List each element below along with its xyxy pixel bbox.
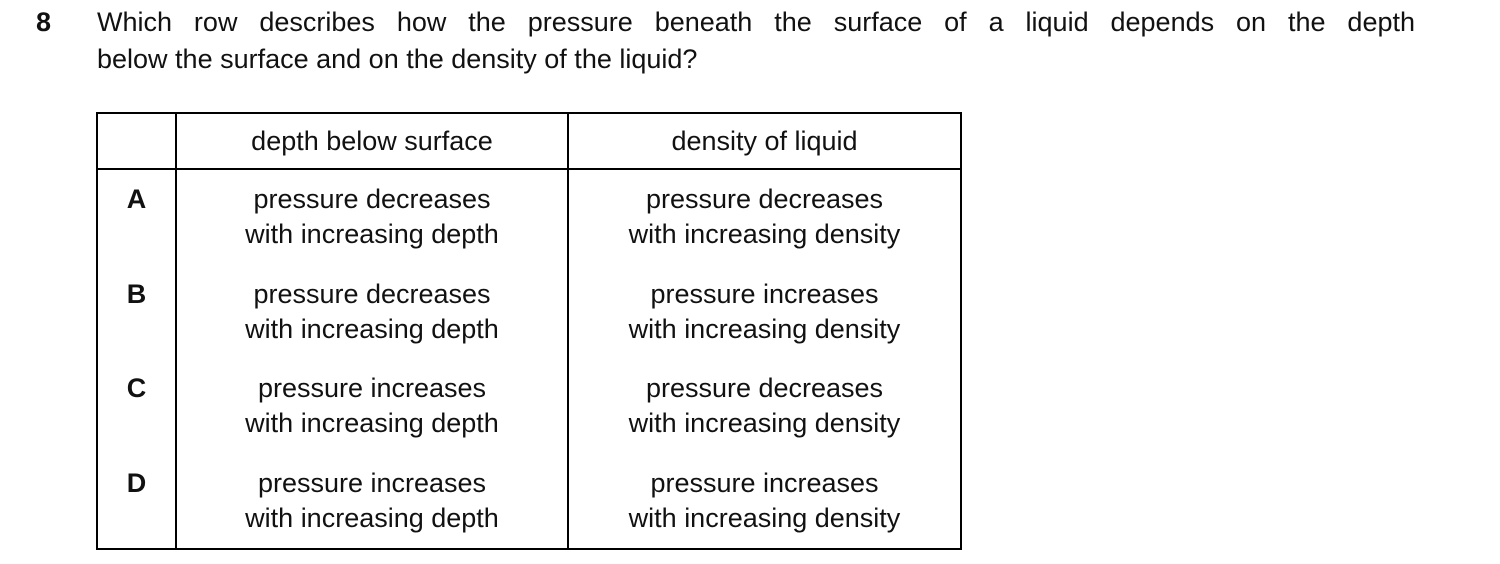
cell-line: pressure increases <box>650 278 879 309</box>
table-cell: pressure increases with increasing depth <box>175 359 569 454</box>
header-cell: depth below surface <box>175 112 569 170</box>
table-cell: pressure decreases with increasing densit… <box>567 169 962 265</box>
cell-line: pressure increases <box>650 467 879 498</box>
cell-line: pressure decreases <box>645 184 884 214</box>
cell-line: pressure increases <box>257 373 487 403</box>
row-label: B <box>96 264 177 359</box>
question-line: Which row describes how the pressure ben… <box>97 7 1415 37</box>
header-row: depth below surface density of liquid <box>96 112 962 170</box>
question-line: below the surface and on the density of … <box>97 44 698 74</box>
cell-line: pressure increases <box>257 467 487 498</box>
cell-line: with increasing depth <box>245 502 499 533</box>
table-cell: pressure decreases with increasing depth <box>175 264 569 359</box>
table-cell: pressure increases with increasing densit… <box>567 264 962 359</box>
question-text: Which row describes how the pressure ben… <box>97 4 1415 78</box>
cell-line: pressure decreases <box>253 278 491 309</box>
row-label: A <box>96 169 177 265</box>
cell-line: pressure decreases <box>253 184 491 214</box>
table-cell: pressure increases with increasing depth <box>175 453 569 550</box>
row-label: C <box>96 359 177 454</box>
table-cell: pressure decreases with increasing depth <box>175 169 569 265</box>
cell-line: with increasing density <box>628 219 901 249</box>
cell-line: with increasing density <box>628 313 901 344</box>
cell-line: with increasing depth <box>245 408 499 438</box>
cell-line: with increasing density <box>628 408 901 438</box>
table-cell: pressure decreases with increasing densit… <box>567 359 962 454</box>
cell-line: with increasing depth <box>245 313 499 344</box>
question-number: 8 <box>36 7 52 37</box>
row-label: D <box>96 453 177 550</box>
cell-line: with increasing depth <box>245 219 499 249</box>
cell-line: pressure decreases <box>645 373 884 403</box>
header-cell: density of liquid <box>567 112 962 170</box>
header-cell <box>96 112 177 170</box>
table-cell: pressure increases with increasing densit… <box>567 453 962 550</box>
cell-line: with increasing density <box>628 502 901 533</box>
